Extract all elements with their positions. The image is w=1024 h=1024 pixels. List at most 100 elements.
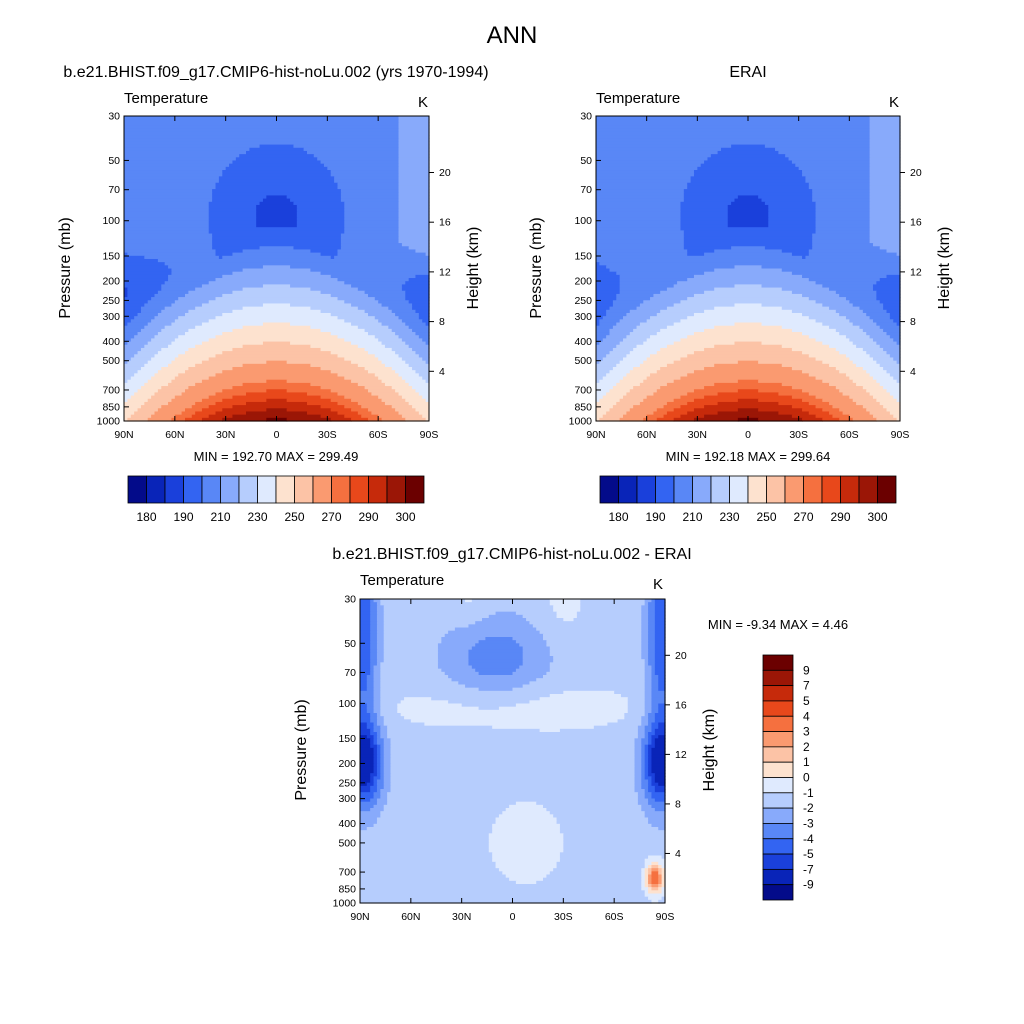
contour-cell — [380, 675, 449, 679]
contour-cell — [337, 182, 400, 187]
erai-panel-title: ERAI — [729, 64, 766, 81]
contour-cell — [388, 306, 413, 311]
contour-cell — [666, 411, 688, 416]
contour-cell — [815, 395, 850, 400]
contour-cell — [596, 322, 600, 327]
contour-cell — [366, 725, 375, 730]
contour-cell — [124, 300, 149, 305]
contour-cell — [808, 373, 847, 378]
contour-cell — [415, 249, 430, 254]
contour-cell — [559, 858, 646, 863]
colorbar-label: 230 — [719, 510, 739, 524]
contour-cell — [330, 293, 369, 298]
contour-cell — [398, 144, 430, 149]
contour-cell — [658, 865, 663, 869]
contour-cell — [641, 618, 649, 622]
contour-cell — [425, 322, 430, 327]
contour-cell — [391, 386, 413, 390]
contour-cell — [296, 211, 345, 216]
contour-cell — [454, 627, 537, 632]
contour-cell — [425, 379, 430, 384]
contour-cell — [805, 179, 871, 184]
contour-cell — [802, 408, 823, 413]
contour-cell — [373, 782, 378, 787]
contour-cell — [360, 849, 490, 853]
contour-cell — [654, 627, 666, 632]
contour-cell — [602, 357, 624, 362]
contour-cell — [549, 871, 642, 876]
contour-cell — [168, 265, 264, 270]
y-tick-label: 400 — [574, 336, 592, 348]
contour-cell — [259, 144, 295, 149]
contour-cell — [648, 865, 653, 869]
contour-cell — [208, 220, 257, 225]
contour-cell — [222, 312, 332, 317]
contour-cell — [124, 230, 210, 235]
contour-cell — [660, 386, 705, 390]
contour-cell — [124, 278, 169, 282]
contour-cell — [849, 376, 874, 381]
contour-cell — [822, 398, 854, 403]
contour-cell — [370, 618, 378, 622]
contour-cell — [370, 621, 378, 625]
contour-cell — [559, 852, 666, 857]
contour-cell — [124, 249, 217, 254]
contour-cell — [829, 382, 857, 387]
contour-cell — [596, 258, 901, 263]
contour-cell — [658, 678, 666, 682]
contour-cell — [866, 408, 888, 413]
contour-cell — [656, 408, 675, 413]
contour-cell — [886, 408, 901, 413]
contour-cell — [559, 827, 659, 831]
contour-cell — [360, 896, 649, 901]
contour-cell — [648, 735, 653, 739]
contour-cell — [498, 814, 554, 819]
contour-cell — [376, 754, 381, 758]
contour-cell — [849, 395, 874, 400]
contour-cell — [687, 392, 719, 397]
contour-cell — [256, 208, 298, 212]
contour-cell — [383, 633, 446, 638]
contour-cell — [802, 417, 823, 422]
contour-cell — [658, 877, 663, 882]
contour-cell — [418, 335, 430, 339]
contour-cell — [387, 735, 639, 739]
diff-min-max: MIN = -9.34 MAX = 4.46 — [708, 617, 848, 632]
contour-cell — [124, 236, 213, 241]
contour-cell — [644, 662, 649, 667]
contour-cell — [340, 246, 410, 251]
contour-cell — [222, 408, 267, 413]
contour-cell — [130, 376, 152, 381]
contour-cell — [644, 694, 653, 698]
contour-cell — [468, 659, 524, 663]
contour-cell — [893, 414, 901, 419]
contour-cell — [654, 719, 666, 724]
contour-cell — [802, 312, 840, 317]
contour-cell — [222, 351, 332, 355]
contour-cell — [391, 309, 417, 314]
y-tick-label: 1000 — [333, 898, 357, 910]
contour-cell — [222, 370, 332, 374]
contour-cell — [644, 675, 653, 679]
contour-cell — [658, 703, 666, 708]
contour-cell — [222, 274, 332, 279]
contour-cell — [313, 154, 400, 158]
contour-cell — [654, 741, 666, 746]
contour-cell — [124, 182, 217, 187]
contour-cell — [360, 846, 490, 850]
contour-cell — [360, 874, 507, 879]
contour-cell — [658, 861, 666, 866]
contour-cell — [351, 341, 383, 346]
contour-cell — [373, 776, 381, 781]
contour-cell — [805, 176, 871, 181]
contour-cell — [644, 735, 649, 739]
contour-cell — [651, 671, 656, 676]
colorbar-box — [238, 475, 258, 504]
contour-cell — [596, 382, 617, 387]
contour-cell — [644, 732, 649, 736]
contour-cell — [124, 328, 142, 333]
contour-cell — [380, 671, 446, 676]
colorbar-label: -5 — [803, 847, 814, 861]
contour-cell — [147, 341, 173, 346]
contour-cell — [641, 770, 646, 774]
